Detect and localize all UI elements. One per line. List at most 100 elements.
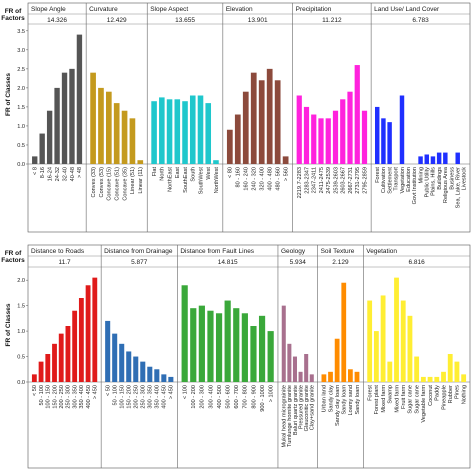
bar (447, 354, 453, 382)
y-tick-label: 2.5 (17, 67, 25, 73)
category-label: Flat (152, 167, 158, 177)
bar (52, 343, 57, 382)
category-label: Mixed farm (381, 385, 387, 413)
category-label: Loamy sand (348, 385, 354, 415)
y-tick-label: 0.0 (17, 162, 25, 168)
bottom-panel: FR of Factors FR of Classes 0.0 0.5 1.0 1.5 2.0… (1, 244, 471, 469)
category-label: Livestock (462, 167, 468, 191)
bar (32, 156, 38, 164)
bar (424, 154, 429, 164)
y-tick-label: 2.0 (17, 278, 25, 284)
bar (76, 34, 83, 164)
group-header: Curvature (89, 6, 118, 13)
category-label: Swamp (388, 385, 394, 404)
category-label: Education (406, 167, 412, 192)
top-panel: FR of Factors FR of Classes 0.0 0.5 1.0 1.5 2.0… (1, 2, 471, 233)
bar (181, 285, 188, 382)
category-label: Glauconitic granite (304, 385, 310, 431)
y-tick-label: 1.0 (17, 329, 25, 335)
category-label: < 50 (105, 385, 111, 396)
category-label: < 100 (182, 385, 188, 399)
category-label: 2795-2859 (362, 167, 368, 194)
bar (341, 282, 347, 382)
category-label: 100 - 150 (46, 385, 52, 409)
bar (38, 361, 44, 382)
category-label: 100 - 150 (120, 385, 126, 409)
category-label: Sandy clay loam (335, 385, 341, 426)
bar (112, 333, 118, 382)
bar (373, 331, 379, 382)
bar (207, 310, 214, 382)
bar (361, 110, 368, 164)
bar (434, 376, 440, 382)
bar (281, 305, 286, 382)
bar (182, 101, 188, 164)
bar (430, 156, 436, 164)
classes-axis-label: FR of Classes (5, 73, 12, 116)
category-label: 400 - 480 (267, 167, 273, 191)
bar (226, 129, 233, 164)
category-label: Cultivation (381, 167, 387, 193)
category-label: Paddy (435, 385, 441, 401)
bar (154, 369, 160, 382)
bar (332, 110, 339, 164)
bar (318, 118, 324, 164)
bar (282, 156, 289, 164)
bar (215, 313, 223, 382)
category-label: 2219.7-2283 (297, 167, 303, 198)
bar (347, 91, 353, 164)
category-label: 350 - 400 (79, 385, 85, 409)
category-label: Sandy loam (342, 385, 348, 415)
bar (161, 374, 167, 382)
bar (427, 376, 433, 382)
group-header: Slope Aspect (150, 6, 188, 13)
category-label: Pineapple (441, 385, 447, 410)
category-label: 400 - 450 (162, 385, 168, 409)
bar (46, 110, 53, 164)
category-label: SouthWest (198, 167, 204, 195)
bar (58, 333, 64, 382)
category-label: 320 - 400 (260, 167, 266, 191)
group-fr-value: 6.816 (409, 259, 426, 266)
category-label: Convex (53) (99, 167, 105, 198)
bar (126, 351, 132, 382)
category-label: Mukal head micrograinite (282, 385, 288, 448)
group-fr-value: 14.326 (47, 17, 67, 24)
category-label: > 450 (93, 385, 99, 399)
category-label: Plains, Hills (431, 167, 437, 196)
category-label: 8-16 (40, 167, 46, 178)
bar (414, 356, 420, 382)
category-label: Religious Area (443, 166, 449, 203)
bar (334, 338, 340, 382)
category-label: Coconut (428, 385, 434, 406)
bar (387, 361, 393, 382)
bar (174, 99, 181, 164)
classes-axis-label: FR of Classes (5, 303, 12, 346)
y-tick-label: 1.5 (17, 304, 25, 310)
bar (65, 326, 71, 382)
bar (242, 91, 249, 164)
category-label: 150 - 200 (127, 385, 133, 409)
group-header: Distance from Fault Lines (180, 248, 254, 255)
y-tick-label: 0.5 (17, 355, 25, 361)
bar (151, 101, 157, 164)
category-label: 480 - 560 (275, 167, 281, 191)
category-label: Pines (455, 385, 461, 399)
y-tick-label: 3.0 (17, 48, 25, 54)
bar (189, 95, 196, 164)
category-label: Linear (51) (130, 167, 136, 194)
bar (394, 277, 399, 382)
factors-axis-label: FR of Factors (1, 250, 25, 264)
bar (441, 371, 446, 382)
category-label: 150 - 200 (52, 385, 58, 409)
bar (140, 361, 146, 382)
category-label: Pressured granite (298, 385, 304, 429)
bar (197, 95, 204, 164)
bar (85, 285, 91, 382)
category-label: 200 - 250 (134, 385, 140, 409)
bar (105, 91, 112, 164)
bar (258, 80, 265, 164)
category-label: 160 - 240 (244, 167, 250, 191)
y-tick-label: 0.0 (17, 380, 25, 386)
